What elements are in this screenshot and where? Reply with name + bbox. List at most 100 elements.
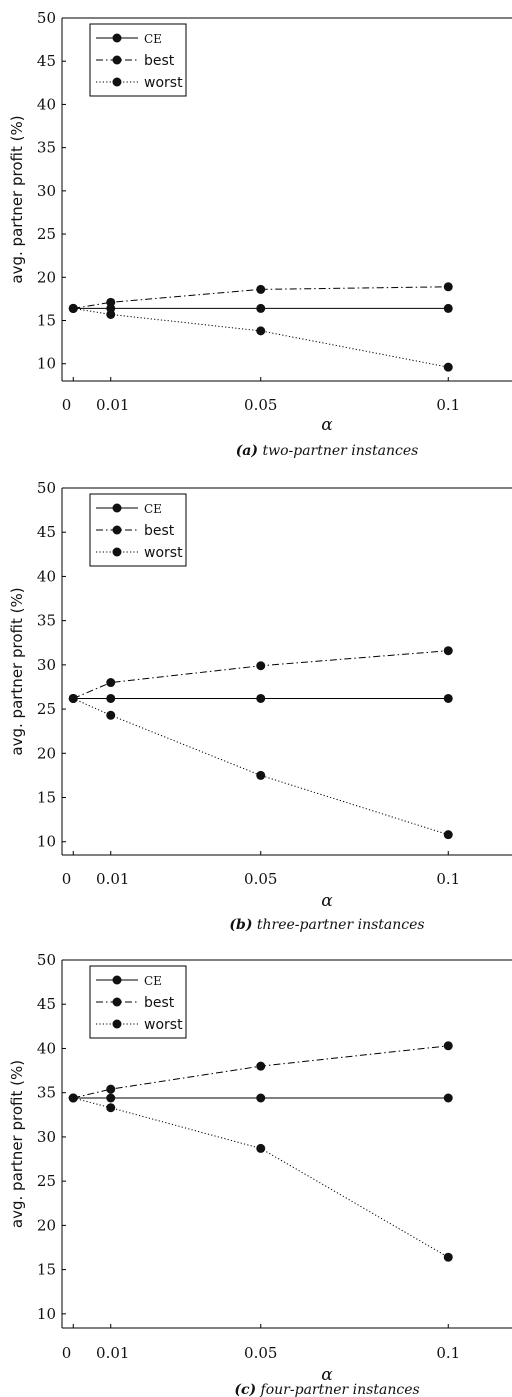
legend-label-ce: CE [144, 502, 162, 516]
data-point-worst [106, 1103, 116, 1113]
x-tick-label: 0 [62, 1344, 72, 1362]
data-point-ce [106, 1093, 116, 1103]
chart-b: 10 15 20 25 30 35 40 45 50 0 0.01 0.05 0.1 avg. partn… [8, 479, 512, 933]
caption-tag: (b) [229, 917, 252, 933]
data-point-best [443, 1041, 453, 1051]
x-tick-label: 0.01 [96, 870, 129, 888]
data-point-best [106, 678, 116, 688]
legend-marker-worst [112, 77, 122, 87]
y-tick-label: 50 [37, 479, 56, 497]
legend-marker-worst [112, 547, 122, 557]
legend-marker-best [112, 55, 122, 65]
x-tick-label: 0.05 [244, 1344, 277, 1362]
x-tick-label: 0.1 [436, 396, 460, 414]
caption-text: four-partner instances [256, 1382, 420, 1397]
legend-label-ce: CE [144, 974, 162, 988]
data-point-worst [256, 326, 266, 336]
data-point-ce [443, 303, 453, 313]
x-tick-label: 0.01 [96, 396, 129, 414]
legend-label-best: best [144, 995, 175, 1011]
y-tick-label: 30 [37, 182, 56, 200]
series-line-worst [73, 307, 449, 368]
y-tick-label: 30 [37, 656, 56, 674]
data-point-worst [256, 770, 266, 780]
data-point-best [106, 297, 116, 307]
caption-tag: (c) [234, 1382, 256, 1397]
chart-panel-b: 10 15 20 25 30 35 40 45 50 0 0.01 0.05 0.1 avg. partn… [0, 474, 512, 944]
legend-marker-ce [112, 33, 122, 43]
y-axis-label: avg. partner profit (%) [8, 1060, 26, 1228]
y-tick-label: 50 [37, 9, 56, 27]
legend-marker-worst [112, 1019, 122, 1029]
y-tick-label: 35 [37, 612, 56, 630]
data-point-ce [256, 1093, 266, 1103]
y-tick-label: 20 [37, 744, 56, 762]
data-point-ce [443, 1093, 453, 1103]
x-tick-label: 0.1 [436, 870, 460, 888]
x-axis-label: α [321, 891, 333, 911]
y-tick-label: 15 [37, 789, 56, 807]
y-tick-label: 20 [37, 268, 56, 286]
y-tick-label: 40 [37, 95, 56, 113]
legend-label-best: best [144, 523, 175, 539]
figure-caption: (c) four-partner instances [234, 1382, 419, 1397]
x-axis-label: α [321, 415, 333, 435]
data-point-worst [106, 710, 116, 720]
y-tick-label: 15 [37, 1261, 56, 1279]
data-point-worst [68, 693, 78, 703]
legend-marker-best [112, 525, 122, 535]
caption-text: three-partner instances [252, 917, 424, 933]
legend-box [89, 965, 187, 1039]
x-tick-label: 0.01 [96, 1344, 129, 1362]
data-point-worst [256, 1143, 266, 1153]
legend-marker-best [112, 997, 122, 1007]
y-tick-label: 35 [37, 1084, 56, 1102]
x-tick-label: 0 [62, 396, 72, 414]
data-point-worst [443, 362, 453, 372]
y-tick-label: 10 [37, 833, 56, 851]
series-line-worst [73, 698, 449, 836]
legend-label-worst: worst [144, 1017, 183, 1033]
figure-caption: (b) three-partner instances [229, 917, 424, 933]
y-tick-label: 20 [37, 1216, 56, 1234]
series-line-best [73, 1045, 449, 1099]
y-tick-label: 25 [37, 225, 56, 243]
data-point-best [443, 646, 453, 656]
chart-panel-c: 10 15 20 25 30 35 40 45 50 0 0.01 0.05 0.1 avg. partn… [0, 950, 512, 1397]
chart-panel-a: 10 15 20 25 30 35 40 45 50 0 0.01 0.05 0.1 avg. partn… [0, 0, 512, 470]
data-point-worst [106, 309, 116, 319]
x-axis-label: α [321, 1365, 333, 1385]
data-point-best [106, 1084, 116, 1094]
y-tick-label: 15 [37, 312, 56, 330]
caption-text: two-partner instances [258, 443, 418, 459]
y-tick-label: 25 [37, 700, 56, 718]
legend-label-ce: CE [144, 32, 162, 46]
x-tick-label: 0.1 [436, 1344, 460, 1362]
data-point-best [256, 661, 266, 671]
data-point-best [256, 1061, 266, 1071]
chart-a: 10 15 20 25 30 35 40 45 50 0 0.01 0.05 0.1 avg. partn… [8, 9, 512, 459]
legend-label-worst: worst [144, 545, 183, 561]
data-point-worst [68, 303, 78, 313]
x-tick-label: 0.05 [244, 870, 277, 888]
legend-label-best: best [144, 53, 175, 69]
data-point-best [443, 282, 453, 292]
data-point-worst [443, 1252, 453, 1262]
y-axis-label: avg. partner profit (%) [8, 587, 26, 755]
legend-marker-ce [112, 975, 122, 985]
y-tick-label: 10 [37, 355, 56, 373]
y-tick-label: 10 [37, 1305, 56, 1323]
data-point-worst [443, 830, 453, 840]
legend-marker-ce [112, 503, 122, 513]
y-tick-label: 40 [37, 567, 56, 585]
x-tick-label: 0 [62, 870, 72, 888]
data-point-ce [106, 693, 116, 703]
y-tick-label: 50 [37, 951, 56, 969]
y-tick-label: 40 [37, 1039, 56, 1057]
series-line-worst [73, 1097, 449, 1258]
y-tick-label: 35 [37, 139, 56, 157]
legend-label-worst: worst [144, 75, 183, 91]
data-point-worst [68, 1093, 78, 1103]
series-line-best [73, 650, 449, 699]
y-tick-label: 30 [37, 1128, 56, 1146]
